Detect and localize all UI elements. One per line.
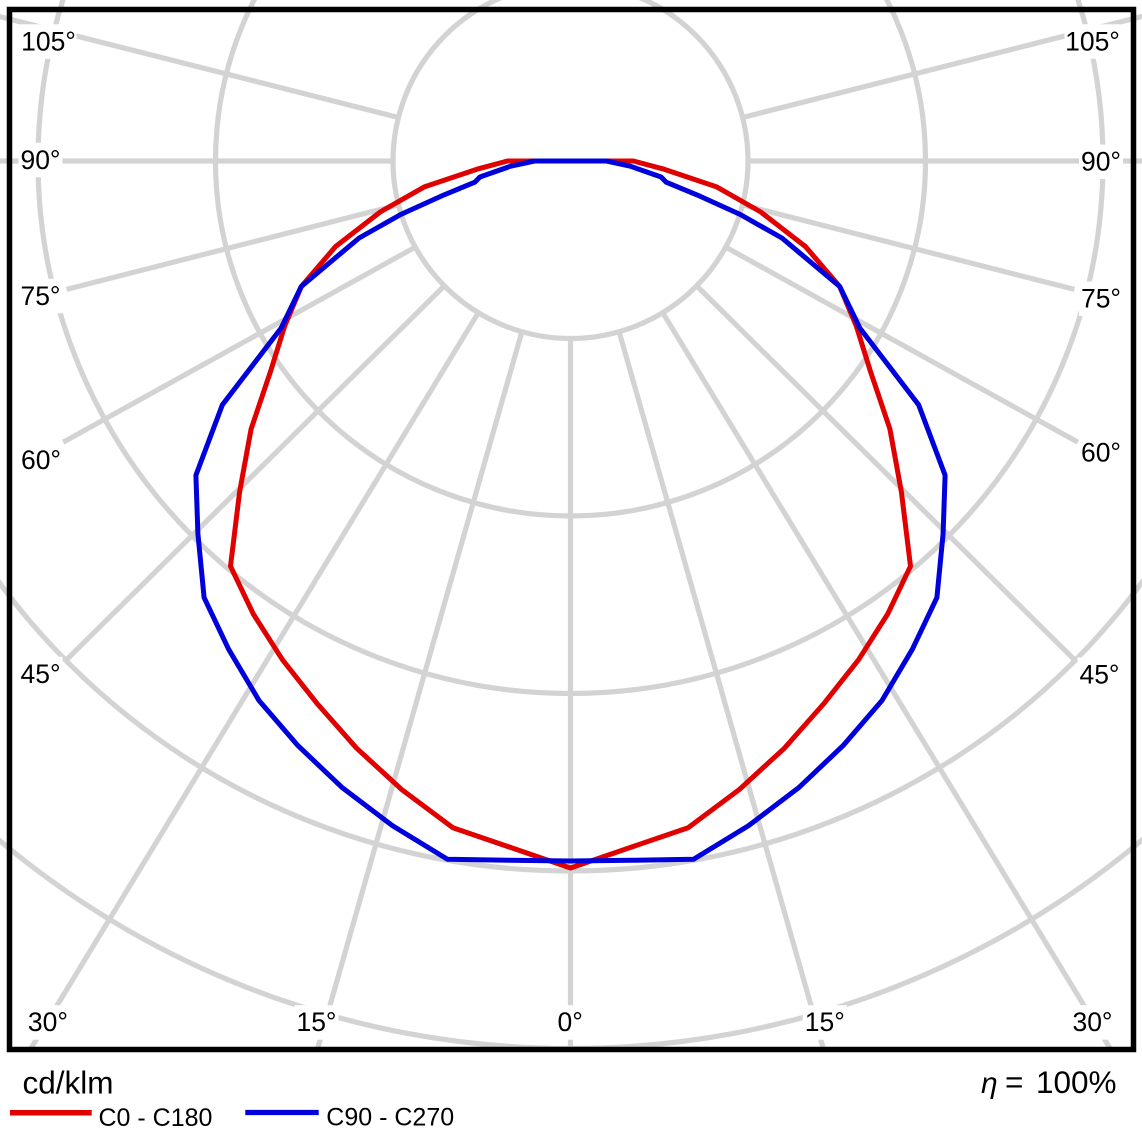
svg-text:30°: 30° xyxy=(28,1007,68,1037)
svg-text:C90 - C270: C90 - C270 xyxy=(326,1104,454,1132)
svg-text:30°: 30° xyxy=(1072,1007,1112,1037)
svg-text:105°: 105° xyxy=(21,26,76,56)
svg-text:90°: 90° xyxy=(1081,147,1121,177)
svg-text:75°: 75° xyxy=(1081,284,1121,314)
svg-text:105°: 105° xyxy=(1065,26,1120,56)
svg-text:15°: 15° xyxy=(805,1007,845,1037)
svg-text:90°: 90° xyxy=(20,145,60,175)
svg-text:45°: 45° xyxy=(21,659,61,689)
svg-text:100%: 100% xyxy=(1036,1064,1117,1100)
svg-text:cd/klm: cd/klm xyxy=(23,1065,114,1101)
svg-text:75°: 75° xyxy=(20,281,60,311)
svg-text:60°: 60° xyxy=(1081,437,1121,467)
svg-text:0°: 0° xyxy=(558,1007,583,1037)
svg-text:η: η xyxy=(981,1067,998,1100)
svg-text:60°: 60° xyxy=(21,445,61,475)
svg-text:15°: 15° xyxy=(296,1007,336,1037)
svg-text:45°: 45° xyxy=(1079,660,1119,690)
svg-text:C0 - C180: C0 - C180 xyxy=(99,1104,213,1132)
svg-text:=: = xyxy=(1005,1064,1023,1100)
